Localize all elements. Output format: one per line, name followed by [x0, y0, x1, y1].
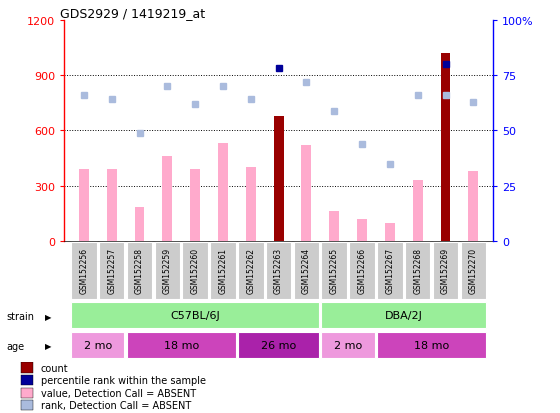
Bar	[21, 388, 32, 398]
Bar	[21, 401, 32, 411]
Bar	[460, 242, 486, 299]
Text: GSM152256: GSM152256	[80, 247, 88, 294]
Bar	[190, 170, 200, 242]
Bar	[238, 242, 264, 299]
Bar	[246, 168, 256, 242]
Bar	[329, 211, 339, 242]
Bar	[21, 363, 32, 373]
Bar	[266, 242, 291, 299]
Text: GSM152265: GSM152265	[330, 247, 339, 294]
Text: rank, Detection Call = ABSENT: rank, Detection Call = ABSENT	[41, 401, 191, 411]
Text: ▶: ▶	[45, 312, 52, 321]
Bar	[155, 242, 180, 299]
Text: 2 mo: 2 mo	[83, 340, 112, 350]
Text: percentile rank within the sample: percentile rank within the sample	[41, 375, 206, 385]
Text: GSM152269: GSM152269	[441, 247, 450, 294]
Bar	[468, 172, 478, 242]
Bar	[377, 332, 486, 358]
Text: 2 mo: 2 mo	[334, 340, 362, 350]
Bar	[238, 332, 319, 358]
Bar	[274, 138, 283, 242]
Bar	[71, 332, 124, 358]
Text: value, Detection Call = ABSENT: value, Detection Call = ABSENT	[41, 388, 196, 398]
Bar	[433, 242, 458, 299]
Text: GSM152261: GSM152261	[218, 247, 227, 294]
Bar	[79, 170, 89, 242]
Text: GSM152264: GSM152264	[302, 247, 311, 294]
Bar	[274, 116, 283, 242]
Bar	[321, 332, 375, 358]
Bar	[127, 332, 236, 358]
Text: GSM152257: GSM152257	[107, 247, 116, 294]
Bar	[377, 242, 403, 299]
Text: GSM152260: GSM152260	[190, 247, 200, 294]
Text: 18 mo: 18 mo	[414, 340, 449, 350]
Bar	[321, 302, 486, 329]
Text: GSM152267: GSM152267	[385, 247, 394, 294]
Bar	[385, 223, 395, 242]
Text: GSM152268: GSM152268	[413, 247, 422, 294]
Bar	[357, 220, 367, 242]
Bar	[349, 242, 375, 299]
Text: GSM152270: GSM152270	[469, 247, 478, 294]
Text: C57BL/6J: C57BL/6J	[170, 311, 220, 320]
Bar	[301, 146, 311, 242]
Bar	[134, 208, 144, 242]
Bar	[21, 375, 32, 385]
Bar	[218, 144, 228, 242]
Bar	[405, 242, 431, 299]
Text: strain: strain	[7, 311, 35, 321]
Text: GDS2929 / 1419219_at: GDS2929 / 1419219_at	[60, 7, 206, 19]
Bar	[293, 242, 319, 299]
Text: ▶: ▶	[45, 342, 52, 351]
Bar	[183, 242, 208, 299]
Text: GSM152259: GSM152259	[163, 247, 172, 294]
Bar	[71, 302, 319, 329]
Text: GSM152266: GSM152266	[357, 247, 367, 294]
Text: GSM152258: GSM152258	[135, 247, 144, 294]
Text: age: age	[7, 341, 25, 351]
Text: GSM152262: GSM152262	[246, 247, 255, 294]
Bar	[127, 242, 152, 299]
Text: 26 mo: 26 mo	[261, 340, 296, 350]
Bar	[162, 157, 172, 242]
Bar	[99, 242, 124, 299]
Bar	[107, 170, 116, 242]
Bar	[71, 242, 97, 299]
Text: 18 mo: 18 mo	[164, 340, 199, 350]
Text: DBA/2J: DBA/2J	[385, 311, 423, 320]
Text: count: count	[41, 363, 68, 373]
Bar	[210, 242, 236, 299]
Bar	[413, 181, 423, 242]
Bar	[321, 242, 347, 299]
Text: GSM152263: GSM152263	[274, 247, 283, 294]
Bar	[441, 54, 450, 242]
